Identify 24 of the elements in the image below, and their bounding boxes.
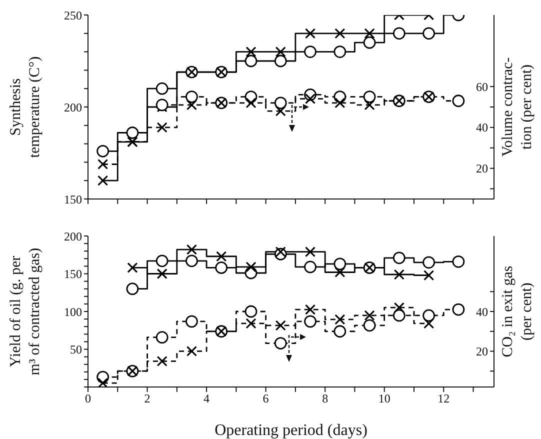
x-tick-label: 0: [85, 392, 91, 406]
x-tick-label: 8: [322, 392, 328, 406]
x-tick-label: 6: [262, 392, 269, 406]
y2-tick-label: 40: [476, 120, 488, 135]
y2-tick-label: 60: [476, 80, 488, 94]
y-tick-label: 250: [64, 8, 82, 22]
y-axis-title: Yield of oil (g. per m³ of contracted gas): [8, 248, 43, 376]
y-axis-title: Synthesis temperature (C°): [8, 56, 43, 158]
y2-tick-label: 40: [476, 304, 488, 319]
y-tick-label: 150: [64, 192, 82, 206]
y-tick-label: 150: [64, 267, 82, 282]
y-tick-label: 200: [64, 229, 82, 244]
y2-tick-label: 20: [476, 344, 488, 358]
y2-axis-title: Volume contrac- tion (per cent): [500, 57, 535, 157]
y-tick-label: 200: [64, 100, 82, 114]
y2-tick-label: 20: [476, 162, 488, 176]
x-tick-label: 10: [378, 392, 390, 406]
x-tick-label: 2: [144, 392, 150, 406]
x-axis-title: Operating period (days): [214, 422, 368, 439]
y-tick-label: 50: [70, 342, 82, 357]
x-tick-label: 12: [438, 392, 450, 406]
y2-axis-title: CO₂ in exit gas (per cent): [500, 266, 535, 358]
y-tick-label: 100: [64, 304, 82, 319]
x-tick-label: 4: [204, 392, 210, 406]
